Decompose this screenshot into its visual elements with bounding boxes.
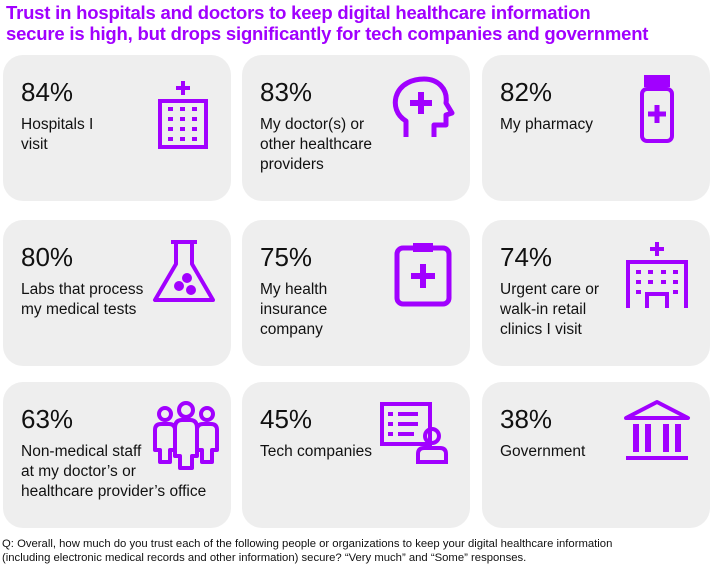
stat-card-doctors: 83% My doctor(s) or other healthcare pro… [242, 55, 470, 201]
user-profile-list-icon [380, 396, 450, 466]
hospital-building-icon [148, 79, 218, 149]
stat-value: 63% [21, 404, 74, 434]
medical-clipboard-icon [388, 240, 458, 310]
stat-value: 82% [500, 77, 553, 107]
stat-card-hospitals: 84% Hospitals I visit [3, 55, 231, 201]
stat-value: 75% [260, 242, 313, 272]
head-medical-cross-icon [388, 75, 458, 145]
government-building-icon [622, 396, 692, 466]
stat-value: 45% [260, 404, 313, 434]
footnote-line-2: (including electronic medical records an… [2, 552, 527, 564]
stat-label: Non-medical staff at my doctor’s or heal… [21, 443, 207, 500]
stat-card-labs: 80% Labs that process my medical tests [3, 220, 231, 366]
stat-value: 83% [260, 77, 313, 107]
footnote-line-1: Q: Overall, how much do you trust each o… [2, 538, 613, 550]
stat-label: Labs that process my medical tests [21, 281, 144, 318]
stat-card-tech-companies: 45% Tech companies [242, 382, 470, 528]
stat-card-pharmacy: 82% My pharmacy [482, 55, 710, 201]
stat-value: 84% [21, 77, 74, 107]
chart-title: Trust in hospitals and doctors to keep d… [6, 2, 721, 44]
medicine-bottle-icon [622, 75, 692, 145]
stat-value: 74% [500, 242, 553, 272]
stat-card-insurance: 75% My health insurance company [242, 220, 470, 366]
stat-card-government: 38% Government [482, 382, 710, 528]
stat-label: My doctor(s) or other healthcare provide… [260, 116, 373, 173]
stat-label: Government [500, 443, 586, 460]
stat-label: My pharmacy [500, 116, 594, 133]
stat-value: 38% [500, 404, 553, 434]
chart-title-line-1: Trust in hospitals and doctors to keep d… [6, 2, 591, 23]
lab-flask-icon [149, 238, 219, 308]
stat-label: Urgent care or walk-in retail clinics I … [500, 281, 600, 338]
stat-value: 80% [21, 242, 74, 272]
stat-label: Hospitals I visit [21, 116, 94, 153]
chart-title-line-2: secure is high, but drops significantly … [6, 23, 649, 44]
stat-card-urgent-care: 74% Urgent care or walk-in retail clinic… [482, 220, 710, 366]
footnote: Q: Overall, how much do you trust each o… [2, 537, 724, 565]
stat-card-non-medical-staff: 63% Non-medical staff at my doctor’s or … [3, 382, 231, 528]
staff-group-icon [151, 400, 221, 470]
stat-label: My health insurance company [260, 281, 328, 338]
clinic-building-icon [622, 240, 692, 310]
stat-label: Tech companies [260, 443, 373, 460]
